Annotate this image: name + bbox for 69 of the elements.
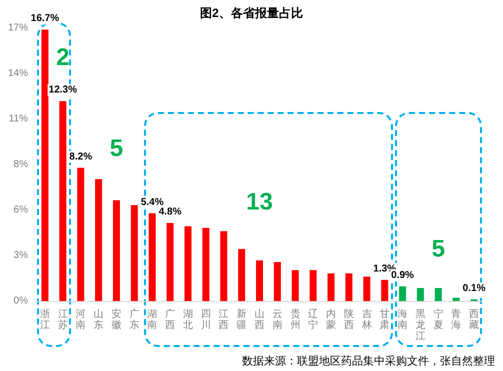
y-tick-label: 3%: [14, 250, 28, 261]
y-tick-label: 17%: [8, 22, 28, 34]
bar: [292, 270, 299, 301]
x-tick-label: 四川: [200, 309, 211, 331]
x-tick-label: 浙江: [40, 308, 50, 331]
bar: [310, 270, 317, 301]
chart-title: 图2、各省报量占比: [200, 6, 303, 20]
x-tick-label: 山东: [94, 308, 104, 331]
data-label: 12.3%: [48, 84, 78, 96]
bar: [452, 298, 460, 301]
data-label: 5.4%: [140, 196, 164, 208]
bar: [95, 179, 102, 301]
y-tick-label: 14%: [8, 68, 28, 79]
y-tick-label: 6%: [14, 204, 28, 216]
bar: [220, 231, 228, 301]
x-tick-label: 江苏: [58, 308, 68, 331]
bar: [184, 226, 192, 301]
x-tick-label: 安徽: [111, 308, 122, 331]
x-tick-label: 山西: [254, 308, 264, 331]
x-tick-label: 西藏: [469, 309, 480, 331]
bar: [416, 288, 424, 301]
bar: [41, 30, 48, 301]
annotation: 2: [56, 44, 70, 71]
y-tick-label: 11%: [8, 114, 28, 124]
data-label: 0.1%: [462, 282, 486, 294]
bar: [434, 288, 442, 301]
x-tick-label: 湖南: [147, 308, 158, 331]
x-tick-label: 甘肃: [380, 308, 390, 331]
x-tick-label: 内蒙: [326, 308, 336, 331]
data-label: 4.8%: [158, 206, 182, 218]
annotation: 5: [432, 236, 445, 262]
y-tick-label: 8%: [14, 159, 28, 170]
x-tick-label: 广东: [129, 308, 140, 331]
x-tick-label: 辽宁: [308, 308, 318, 331]
data-label: 0.9%: [391, 270, 414, 281]
bar: [256, 260, 263, 301]
x-tick-label: 吉林: [360, 308, 372, 331]
bar: [166, 223, 174, 301]
x-tick-label: 黑龙江: [415, 309, 426, 342]
bar: [148, 213, 156, 301]
x-tick-label: 江西: [218, 308, 229, 331]
bar: [130, 205, 138, 301]
x-tick-label: 海南: [398, 308, 408, 331]
bar: [112, 200, 120, 301]
bar: [381, 280, 388, 301]
x-tick-label: 新疆: [236, 308, 247, 331]
x-tick-label: 广西: [165, 308, 176, 331]
bar: [345, 273, 352, 301]
bar: [238, 249, 246, 301]
bar: [59, 101, 66, 301]
bar: [274, 262, 281, 301]
x-tick-label: 云南: [272, 309, 282, 331]
x-tick-label: 湖北: [182, 308, 193, 331]
data-label: 16.7%: [30, 13, 60, 24]
annotation: 5: [110, 134, 124, 162]
x-tick-label: 陕西: [344, 308, 354, 331]
bar: [77, 168, 84, 301]
y-tick-label: 0%: [14, 296, 28, 306]
bar: [399, 286, 406, 301]
bar: [328, 273, 335, 301]
bar: [363, 276, 370, 301]
source-note: 数据来源：联盟地区药品集中采购文件，张自然整理: [242, 354, 495, 368]
x-tick-label: 宁夏: [433, 308, 444, 331]
x-tick-label: 河南: [76, 308, 86, 331]
annotation: 13: [246, 188, 273, 216]
x-tick-label: 贵州: [290, 308, 300, 331]
data-label: 8.2%: [69, 151, 92, 162]
bar: [202, 228, 210, 301]
x-tick-label: 青海: [451, 308, 462, 331]
